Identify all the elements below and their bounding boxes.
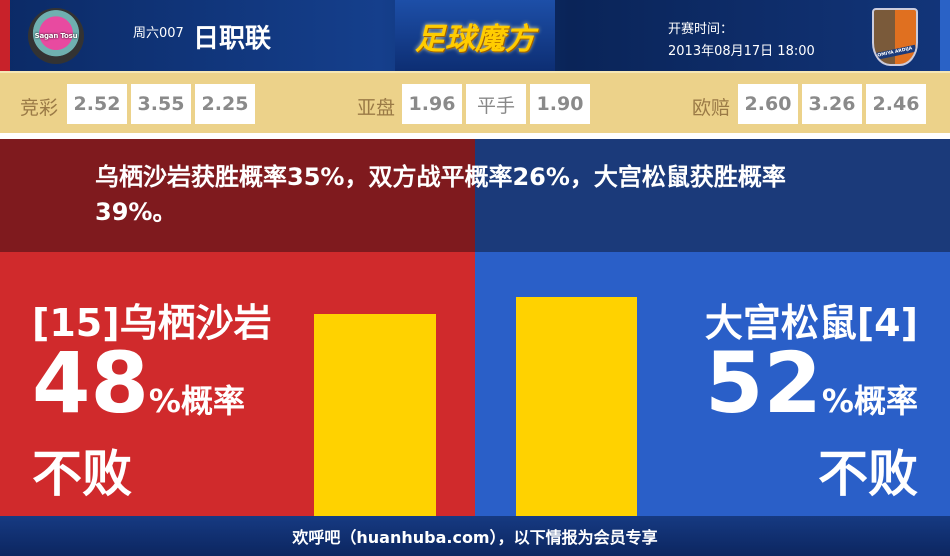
odds-value: 2.46 [866, 84, 926, 124]
home-team-name: [15]乌栖沙岩 [32, 301, 272, 345]
odds-label-asian: 亚盘 [357, 97, 396, 119]
home-percent-value: 48 [32, 334, 149, 432]
away-percent: 52%概率 [705, 334, 918, 432]
away-outcome: 不败 [818, 445, 918, 503]
footer-banner: 欢呼吧（huanhuba.com），以下情报为会员专享 [0, 516, 950, 556]
match-number: 周六007 [133, 26, 184, 41]
odds-handicap: 平手 [466, 84, 526, 124]
home-color-strip [0, 0, 10, 71]
home-panel: [15]乌栖沙岩 48%概率 不败 [0, 252, 475, 516]
brand-logo: 足球魔方 [395, 0, 555, 71]
divider [0, 133, 950, 139]
summary-bg-home [0, 139, 475, 252]
odds-value: 1.90 [530, 84, 590, 124]
kickoff-label: 开赛时间： [668, 22, 734, 37]
odds-value: 2.25 [195, 84, 255, 124]
summary-bg-away [475, 139, 950, 252]
odds-value: 3.55 [131, 84, 191, 124]
home-team-logo: Sagan Tosu [28, 8, 84, 64]
away-team-logo: Omiya Ardija [872, 8, 918, 66]
away-percent-value: 52 [705, 334, 822, 432]
odds-value: 2.52 [67, 84, 127, 124]
away-logo-text: Omiya Ardija [874, 44, 916, 61]
home-probability-bar [314, 314, 436, 516]
away-panel: 大宫松鼠[4] 52%概率 不败 [475, 252, 950, 516]
away-team-name: 大宫松鼠[4] [704, 301, 918, 345]
away-percent-unit: %概率 [821, 382, 918, 420]
home-logo-text: Sagan Tosu [34, 32, 78, 40]
home-outcome: 不败 [32, 445, 132, 503]
footer-text: 欢呼吧（huanhuba.com），以下情报为会员专享 [292, 528, 658, 547]
odds-label-jingcai: 竞彩 [20, 97, 59, 119]
home-percent: 48%概率 [32, 334, 245, 432]
odds-value: 3.26 [802, 84, 862, 124]
odds-value: 1.96 [402, 84, 462, 124]
away-probability-bar [516, 297, 637, 516]
kickoff-time: 2013年08月17日 18:00 [668, 44, 815, 59]
odds-bar: 竞彩 2.52 3.55 2.25 亚盘 1.96 平手 1.90 欧赔 2.6… [0, 71, 950, 133]
brand-logo-text: 足球魔方 [415, 21, 535, 57]
probability-summary: 乌栖沙岩获胜概率35%，双方战平概率26%，大宫松鼠获胜概率39%。 [95, 163, 786, 226]
home-percent-unit: %概率 [148, 382, 245, 420]
odds-label-euro: 欧赔 [692, 97, 731, 119]
away-color-strip [940, 0, 950, 71]
odds-value: 2.60 [738, 84, 798, 124]
league-name: 日职联 [193, 24, 272, 54]
